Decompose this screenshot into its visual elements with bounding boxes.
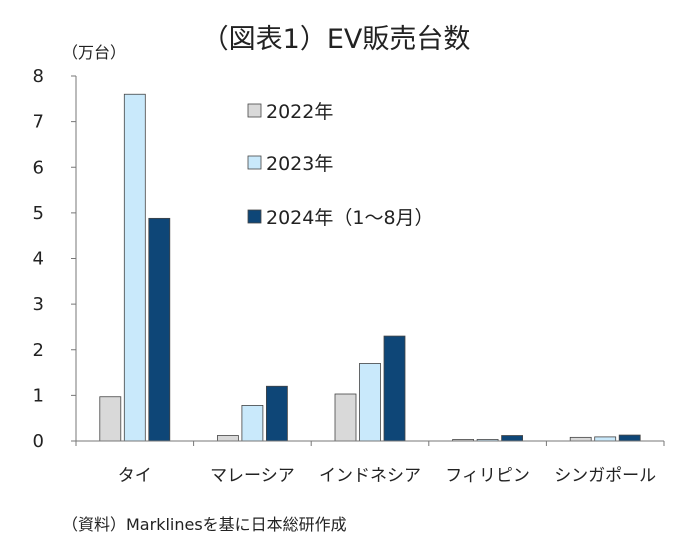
bar (618, 434, 641, 442)
y-tick-label: 6 (33, 157, 44, 178)
x-category-label: フィリピン (445, 466, 530, 486)
x-category-label: タイ (118, 466, 152, 486)
y-tick-label: 2 (33, 340, 44, 361)
y-tick-label: 0 (33, 431, 44, 452)
legend-swatch (247, 209, 262, 224)
y-tick-label: 3 (33, 294, 44, 315)
bar (501, 435, 524, 442)
x-category-label: シンガポール (554, 466, 656, 486)
y-axis: 0 1 2 3 4 5 6 7 8 (33, 66, 77, 452)
source-note: （資料）Marklinesを基に日本総研作成 (62, 515, 347, 534)
chart-title: （図表1）EV販売台数 (202, 24, 471, 55)
bar (359, 363, 381, 442)
legend-swatch (247, 155, 262, 170)
bar (241, 405, 264, 442)
y-axis-unit-label: （万台） (62, 43, 126, 62)
bar (594, 436, 617, 442)
legend: 2022年 2023年 2024年（1～8月） (247, 101, 434, 229)
y-tick-label: 1 (33, 385, 44, 406)
bar (334, 393, 357, 442)
legend-swatch (247, 103, 262, 118)
legend-label: 2024年（1～8月） (266, 207, 434, 229)
x-category-label: マレーシア (210, 466, 295, 486)
bar (569, 436, 592, 442)
bar (123, 93, 146, 442)
bar (99, 396, 122, 442)
bar (148, 217, 171, 442)
y-tick-label: 4 (33, 249, 44, 270)
y-tick-label: 7 (33, 112, 44, 133)
y-tick-label: 8 (33, 66, 44, 87)
x-category-label: インドネシア (319, 466, 421, 486)
bar (216, 435, 239, 442)
legend-label: 2023年 (266, 153, 333, 175)
bar (265, 385, 288, 442)
bar (383, 335, 406, 442)
y-tick-label: 5 (33, 203, 44, 224)
x-axis: タイ マレーシア インドネシア フィリピン シンガポール (75, 440, 665, 486)
bars (99, 93, 641, 442)
legend-label: 2022年 (266, 101, 333, 123)
